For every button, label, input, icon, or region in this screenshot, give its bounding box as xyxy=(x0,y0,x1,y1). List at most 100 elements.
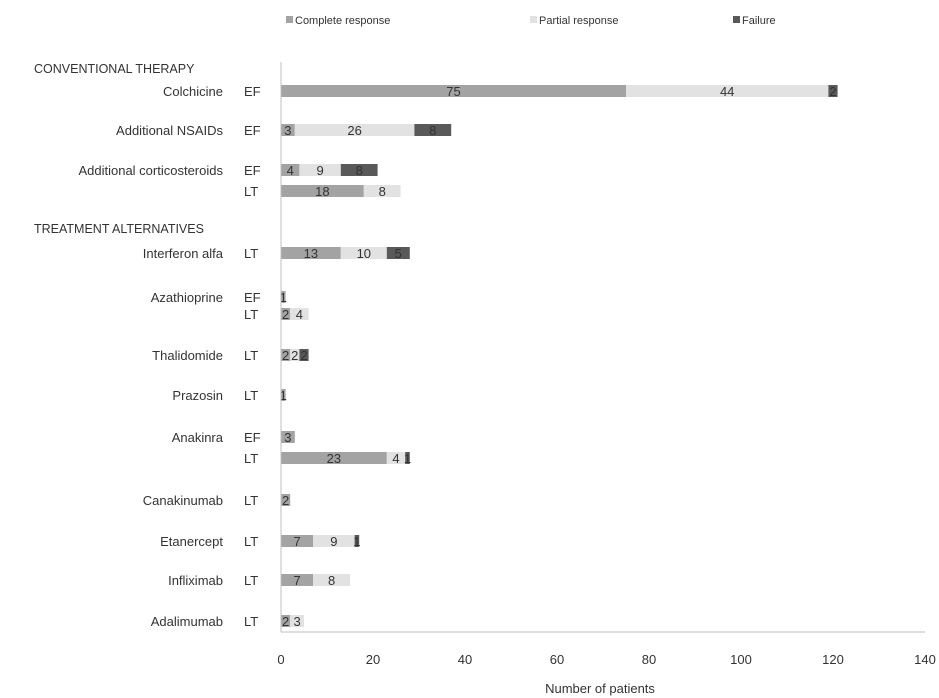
bar-segment-failure xyxy=(299,349,309,361)
bar-row: Anakinra EF 3 xyxy=(172,430,295,445)
bar-segment-complete-response xyxy=(281,85,626,97)
bar-row: LT 2 4 xyxy=(244,307,309,322)
data-label: 10 xyxy=(357,246,371,261)
row-label: Additional corticosteroids xyxy=(78,163,223,178)
row-label: Adalimumab xyxy=(151,614,223,629)
bar-segment-complete-response xyxy=(281,615,291,627)
bar-segment-complete-response xyxy=(281,164,300,176)
row-label: Additional NSAIDs xyxy=(116,123,223,138)
row-sublabel: EF xyxy=(244,123,261,138)
bar-row: LT 18 8 xyxy=(244,184,401,199)
bar-row: Additional corticosteroids EF 4 9 8 xyxy=(78,163,378,178)
bar-segment-complete-response xyxy=(281,308,291,320)
data-label: 5 xyxy=(395,246,402,261)
data-label: 3 xyxy=(293,614,300,629)
data-label: 2 xyxy=(829,84,836,99)
bar-segment-partial-response xyxy=(294,124,415,136)
bar-segment-failure xyxy=(405,452,410,464)
bar-segment-partial-response xyxy=(313,574,350,586)
bar-segment-partial-response xyxy=(313,535,355,547)
data-label: 2 xyxy=(291,348,298,363)
data-label: 1 xyxy=(280,388,287,403)
bar-segment-complete-response xyxy=(281,247,341,259)
data-label: 9 xyxy=(330,534,337,549)
bar-row: Etanercept LT 7 9 1 xyxy=(160,534,360,549)
row-label: Colchicine xyxy=(163,84,223,99)
data-label: 3 xyxy=(284,430,291,445)
section-header: TREATMENT ALTERNATIVES xyxy=(34,222,204,236)
bar-row: Additional NSAIDs EF 3 26 8 xyxy=(116,123,452,138)
bar-row: Interferon alfa LT 13 10 5 xyxy=(143,246,410,261)
data-label: 2 xyxy=(282,493,289,508)
bar-segment-complete-response xyxy=(281,494,291,506)
row-sublabel: EF xyxy=(244,163,261,178)
x-tick-label: 20 xyxy=(366,652,380,667)
row-sublabel: LT xyxy=(244,573,258,588)
row-label: Etanercept xyxy=(160,534,223,549)
bar-segment-failure xyxy=(354,535,360,547)
row-sublabel: LT xyxy=(244,451,258,466)
row-sublabel: LT xyxy=(244,184,258,199)
legend-swatch xyxy=(286,16,293,23)
section-header: CONVENTIONAL THERAPY xyxy=(34,62,195,76)
legend-label: Failure xyxy=(742,15,776,27)
section-headers: CONVENTIONAL THERAPY TREATMENT ALTERNATIV… xyxy=(34,62,204,236)
bar-row: Adalimumab LT 2 3 xyxy=(151,614,304,629)
bar-row: Infliximab LT 7 8 xyxy=(168,573,350,588)
legend-swatch xyxy=(530,16,537,23)
data-label: 7 xyxy=(293,573,300,588)
row-sublabel: EF xyxy=(244,84,261,99)
bar-segment-complete-response xyxy=(281,452,387,464)
data-label: 2 xyxy=(282,307,289,322)
row-label: Interferon alfa xyxy=(143,246,224,261)
data-label: 3 xyxy=(284,123,291,138)
x-tick-label: 0 xyxy=(277,652,284,667)
data-label: 7 xyxy=(293,534,300,549)
row-sublabel: LT xyxy=(244,614,258,629)
data-label: 1 xyxy=(353,534,360,549)
bar-segment-failure xyxy=(828,85,838,97)
legend-label: Partial response xyxy=(539,15,619,27)
bar-row: LT 23 4 1 xyxy=(244,451,411,466)
legend-swatch xyxy=(733,16,740,23)
x-tick-label: 40 xyxy=(458,652,472,667)
bar-row: Thalidomide LT 2 2 2 xyxy=(152,348,309,363)
bar-segment-failure xyxy=(340,164,378,176)
data-label: 2 xyxy=(282,348,289,363)
bar-segment-partial-response xyxy=(340,247,387,259)
data-label: 8 xyxy=(379,184,386,199)
x-tick-label: 80 xyxy=(642,652,656,667)
bar-segment-complete-response xyxy=(281,431,295,443)
bar-segment-complete-response xyxy=(281,535,314,547)
bar-rows: Colchicine EF 7 5 44 2 Additional NSAIDs EF 3 26 8… xyxy=(78,84,838,629)
row-label: Anakinra xyxy=(172,430,224,445)
bar-row: Prazosin LT 1 xyxy=(172,388,286,403)
bar-segment-complete-response xyxy=(281,349,291,361)
data-label: 26 xyxy=(347,123,361,138)
data-label: 4 xyxy=(296,307,303,322)
bar-segment-partial-response xyxy=(299,164,341,176)
chart-legend: Complete response Partial response Failure xyxy=(286,15,776,27)
data-label: 8 xyxy=(328,573,335,588)
data-label: 44 xyxy=(720,84,734,99)
bar-segment-partial-response xyxy=(290,349,300,361)
x-tick-label: 140 xyxy=(914,652,936,667)
data-label: 13 xyxy=(304,246,318,261)
x-axis-title: Number of patients xyxy=(545,681,655,696)
data-label: 23 xyxy=(327,451,341,466)
bar-segment-complete-response xyxy=(281,291,286,303)
bar-segment-complete-response xyxy=(281,124,295,136)
row-label: Thalidomide xyxy=(152,348,223,363)
bar-segment-partial-response xyxy=(626,85,829,97)
bar-segment-complete-response xyxy=(281,389,286,401)
x-tick-label: 60 xyxy=(550,652,564,667)
row-sublabel: LT xyxy=(244,534,258,549)
data-label: 2 xyxy=(300,348,307,363)
data-label: 2 xyxy=(282,614,289,629)
data-label: 8 xyxy=(356,163,363,178)
row-label: Infliximab xyxy=(168,573,223,588)
data-label: 9 xyxy=(316,163,323,178)
x-axis: 0 20 40 60 80 100 120 140 Number of patients xyxy=(277,62,936,696)
row-label: Canakinumab xyxy=(143,493,223,508)
